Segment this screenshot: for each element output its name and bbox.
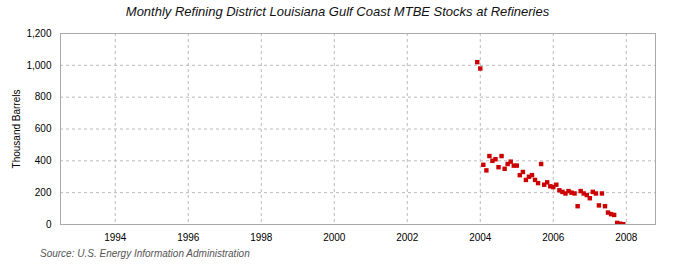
svg-text:0: 0 — [46, 219, 52, 230]
html-text:Source: U.S. Energy Informatio: Source: U.S. Energy Information Administ… — [40, 248, 250, 259]
svg-text:1996: 1996 — [177, 232, 200, 243]
svg-text:2006: 2006 — [542, 232, 565, 243]
svg-text:Thousand Barrels: Thousand Barrels — [11, 90, 22, 169]
svg-text:1994: 1994 — [104, 232, 127, 243]
svg-text:1998: 1998 — [250, 232, 273, 243]
svg-text:2000: 2000 — [323, 232, 346, 243]
svg-text:400: 400 — [35, 155, 52, 166]
svg-text:2004: 2004 — [469, 232, 492, 243]
svg-text:200: 200 — [35, 187, 52, 198]
svg-text:600: 600 — [35, 123, 52, 134]
svg-text:800: 800 — [35, 91, 52, 102]
svg-text:2008: 2008 — [615, 232, 638, 243]
svg-text:2002: 2002 — [396, 232, 419, 243]
html-text:Monthly Refining District Loui: Monthly Refining District Louisiana Gulf… — [125, 4, 550, 19]
svg-text:1,000: 1,000 — [26, 60, 51, 71]
svg-text:1,200: 1,200 — [26, 28, 51, 39]
